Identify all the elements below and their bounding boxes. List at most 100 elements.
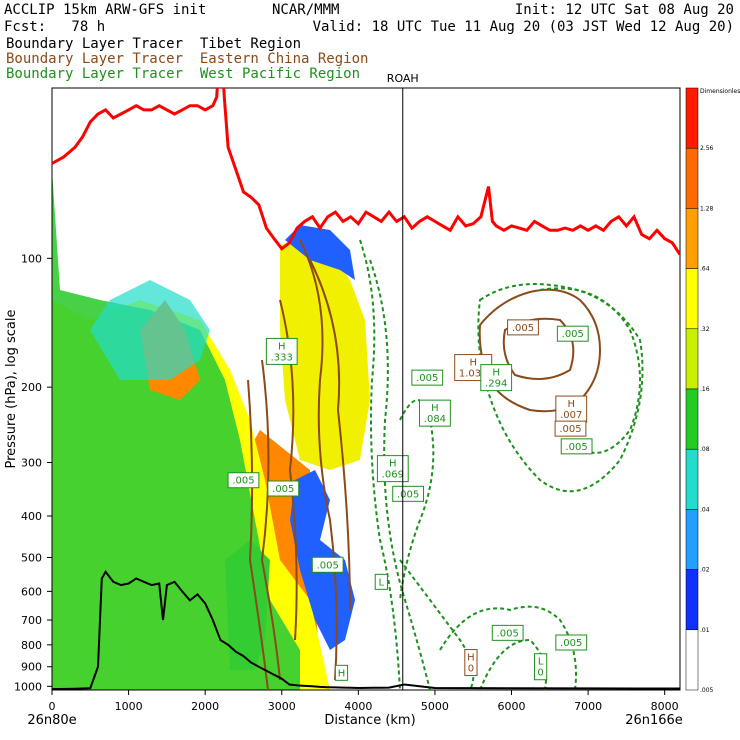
contour-label-text: H	[467, 653, 475, 664]
contour-label-box	[227, 472, 260, 489]
x-tick-label: 5000	[421, 700, 449, 713]
contour-label: .005	[227, 472, 260, 489]
contour-label-text: H	[338, 668, 346, 679]
y-tick-label: 700	[21, 614, 42, 627]
contour-label-text: .005	[397, 489, 419, 500]
colorbar-swatch	[685, 208, 699, 269]
contour-label-text: H	[431, 403, 439, 414]
y-tick-label: 100	[21, 252, 42, 265]
roah-marker-label: ROAH	[387, 72, 419, 85]
contour-label-box	[419, 399, 451, 427]
contour-label-box	[554, 420, 587, 437]
contour-label-text: .005	[565, 442, 587, 453]
contour-label: .005	[507, 319, 539, 336]
contour-label: .005	[555, 634, 588, 651]
contour-label-text: H	[469, 358, 477, 369]
org-label: NCAR/MMM	[272, 2, 340, 18]
contour-label: H.084	[419, 399, 451, 427]
contour-label-text: 0	[468, 664, 474, 675]
contour-label-box	[267, 480, 300, 497]
init-time: Init: 12 UTC Sat 08 Aug 20	[514, 2, 734, 18]
colorbar-swatch	[685, 147, 699, 209]
contour-label-box	[464, 649, 478, 677]
contour-label-text: .005	[512, 323, 534, 334]
contour-label: L	[374, 573, 388, 590]
valid-time: Valid: 18 UTC Tue 11 Aug 20 (03 JST Wed …	[312, 19, 734, 35]
contour-label-text: .005	[559, 424, 581, 435]
contour-label-text: 1.030	[459, 369, 488, 380]
colorbar-label: 1.28	[700, 205, 714, 212]
contour-label-text: .005	[232, 476, 254, 487]
legend-west-pacific: Boundary Layer Tracer West Pacific Regio…	[6, 66, 361, 82]
contour-label-text: .084	[424, 414, 446, 425]
colorbar-swatch	[685, 268, 699, 330]
colorbar-label: 2.56	[700, 145, 714, 152]
y-tick-label: 500	[21, 551, 42, 564]
contour-label-text: .005	[560, 638, 582, 649]
colorbar-label: .32	[700, 326, 710, 333]
legend-tibet: Boundary Layer Tracer Tibet Region	[6, 36, 302, 52]
contour-label-text: H	[278, 341, 286, 352]
contour-label-box	[491, 624, 524, 641]
contour-label: H.294	[480, 364, 513, 392]
model-title: ACCLIP 15km ARW-GFS init	[4, 2, 207, 18]
tracer-contour	[478, 288, 602, 413]
tracer-contour	[477, 283, 644, 493]
plot-frame	[51, 87, 681, 691]
tracer-contour	[399, 559, 475, 690]
terrain-line	[52, 569, 680, 690]
colorbar-label: .08	[700, 446, 710, 453]
tracer-contour	[299, 239, 351, 681]
contour-label: .005	[554, 420, 587, 437]
contour-label: .005	[392, 485, 425, 502]
contour-label-text: L	[538, 657, 544, 668]
contour-label-box	[555, 395, 588, 423]
x-tick-label: 1000	[115, 700, 143, 713]
colorbar-label: .04	[700, 506, 710, 513]
contour-label-box	[555, 634, 588, 651]
contour-label: L0	[534, 653, 548, 681]
colorbar-swatch	[685, 388, 699, 450]
contour-label-box	[556, 325, 589, 342]
contour-label: .005	[556, 325, 589, 342]
contour-label: .005	[267, 480, 300, 497]
tracer-fill-mid-green	[225, 540, 270, 670]
contour-label: H0	[464, 649, 478, 677]
colorbar-swatch	[685, 629, 699, 691]
colorbar-label: .02	[700, 567, 710, 574]
contour-label: .005	[560, 438, 593, 455]
colorbar-swatch	[685, 328, 699, 390]
contour-label-box	[374, 573, 388, 590]
contour-label-text: .005	[272, 484, 294, 495]
contour-label-text: .333	[271, 352, 293, 363]
x-tick-label: 0	[49, 700, 56, 713]
contour-label-box	[507, 319, 539, 336]
contour-label-text: .005	[317, 560, 339, 571]
tracer-fill-cyan	[90, 280, 210, 380]
contour-label: H.069	[376, 455, 409, 483]
y-tick-label: 800	[21, 639, 42, 652]
y-tick-label: 600	[21, 585, 42, 598]
contour-label-text: .069	[382, 470, 404, 481]
x-start-label: 26n80e	[27, 713, 76, 728]
colorbar-label: .01	[700, 627, 710, 634]
y-tick-label: 300	[21, 457, 42, 470]
x-tick-label: 6000	[498, 700, 526, 713]
colorbar-label: .005	[700, 687, 714, 694]
x-tick-label: 3000	[268, 700, 296, 713]
tracer-contour	[502, 317, 575, 380]
x-end-label: 26n166e	[625, 713, 683, 728]
tracer-contour	[369, 259, 431, 690]
tropopause-line	[52, 88, 680, 256]
tracer-fill-upper-blue	[285, 225, 355, 280]
contour-label-text: .005	[416, 373, 438, 384]
y-tick-label: 400	[21, 510, 42, 523]
colorbar-swatch	[685, 569, 699, 631]
x-tick-label: 8000	[651, 700, 679, 713]
tracer-fill-upper-yellow	[280, 240, 370, 470]
contour-label: .005	[491, 624, 524, 641]
forecast-hour: Fcst: 78 h	[4, 19, 106, 35]
contour-label: .005	[311, 556, 344, 573]
colorbar-label: .16	[700, 386, 710, 393]
